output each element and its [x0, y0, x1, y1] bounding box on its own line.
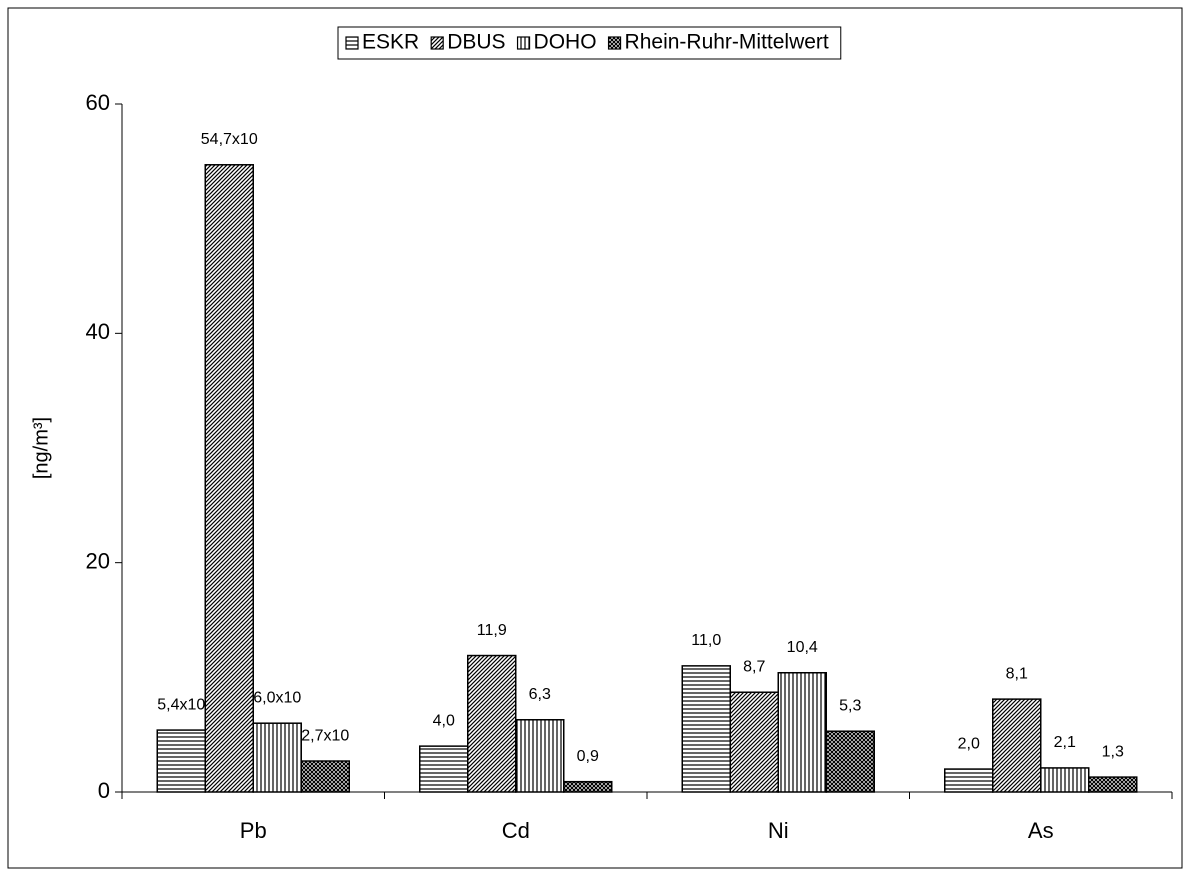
bar	[467, 654, 517, 793]
y-axis-label: [ng/m³]	[30, 417, 52, 479]
y-tick-label: 20	[86, 548, 110, 573]
x-tick-label: As	[1028, 818, 1054, 843]
value-label: 54,7x10	[201, 131, 258, 148]
y-tick-label: 60	[86, 90, 110, 115]
bar	[204, 164, 254, 793]
bar	[1088, 776, 1138, 793]
chart-frame	[7, 7, 1183, 869]
bar	[777, 671, 827, 793]
value-label: 6,3	[529, 686, 551, 703]
value-label: 2,1	[1054, 734, 1076, 751]
bar	[563, 780, 613, 793]
value-label: 11,9	[477, 622, 507, 639]
legend-label: DOHO	[534, 31, 597, 54]
bar	[729, 691, 779, 793]
bar	[944, 768, 994, 793]
legend-label: ESKR	[362, 31, 419, 54]
legend-label: Rhein-Ruhr-Mittelwert	[625, 31, 829, 54]
value-label: 0,9	[577, 748, 599, 765]
x-tick-label: Pb	[240, 818, 267, 843]
legend-box	[337, 26, 842, 60]
value-label: 8,7	[743, 658, 765, 675]
bar	[681, 665, 731, 793]
legend-label: DBUS	[447, 31, 505, 54]
value-label: 11,0	[691, 632, 721, 649]
value-label: 5,3	[839, 697, 861, 714]
legend: ESKR DBUS DOHO Rhein-Ruhr-Mittelwert	[337, 26, 842, 60]
bar	[300, 760, 350, 793]
value-label: 1,3	[1102, 743, 1124, 760]
x-tick-label: Cd	[502, 818, 530, 843]
bar	[515, 719, 565, 793]
legend-swatch	[607, 36, 622, 50]
value-label: 5,4x10	[157, 696, 205, 713]
value-label: 10,4	[787, 639, 818, 656]
bar	[1040, 767, 1090, 793]
x-tick-label: Ni	[768, 818, 789, 843]
legend-swatch	[430, 36, 444, 50]
value-label: 8,1	[1006, 665, 1028, 682]
value-label: 2,7x10	[301, 727, 349, 744]
value-label: 4,0	[433, 712, 455, 729]
y-tick-label: 0	[98, 778, 110, 803]
value-label: 6,0x10	[253, 689, 301, 706]
bar	[156, 729, 206, 793]
legend-swatch	[345, 36, 359, 50]
bar	[252, 722, 302, 793]
value-label: 2,0	[958, 735, 980, 752]
bar	[992, 698, 1042, 793]
legend-swatch	[516, 36, 531, 50]
bar	[419, 745, 469, 793]
bar	[825, 730, 875, 793]
y-tick-label: 40	[86, 319, 110, 344]
